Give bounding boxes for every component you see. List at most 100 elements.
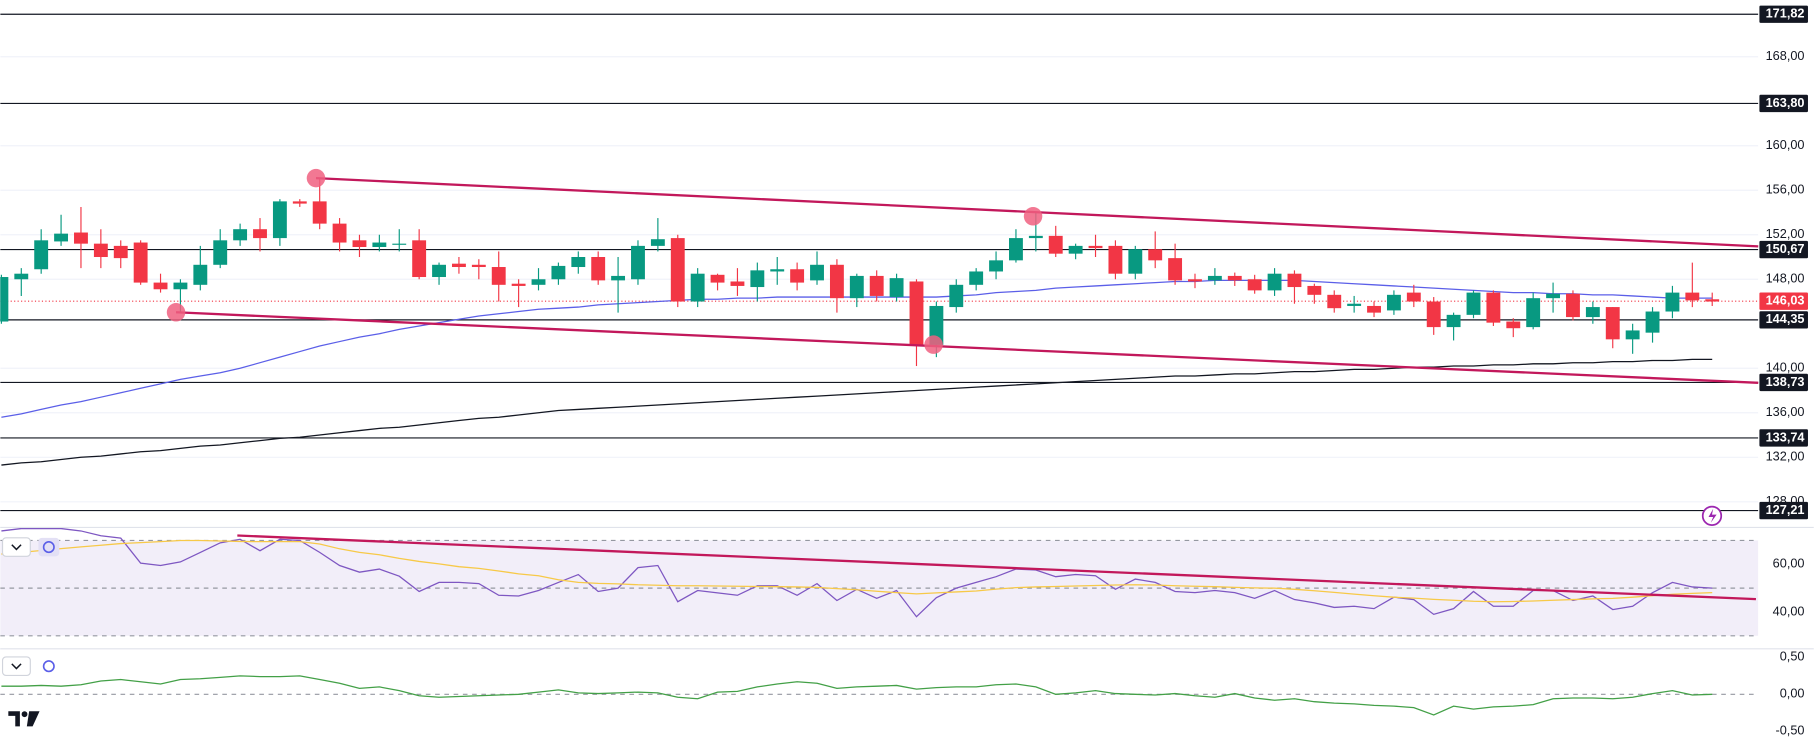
alert-icon[interactable]: [1701, 505, 1723, 526]
candle-body: [849, 275, 864, 299]
level-label-box: [1759, 94, 1808, 113]
refresh-button[interactable]: [38, 537, 60, 557]
candle-body: [1207, 275, 1222, 281]
collapse-button[interactable]: [1, 656, 31, 677]
candle-body: [1526, 298, 1541, 328]
candle-body: [1307, 285, 1322, 295]
candle-body: [1645, 311, 1660, 333]
y-tick-label: 0,50: [1780, 649, 1805, 664]
candle-body: [1068, 245, 1083, 254]
candle-body: [929, 305, 944, 345]
candle-body: [74, 232, 88, 244]
candle-body: [631, 245, 645, 280]
last-price-box: [1759, 292, 1808, 310]
candle-body: [511, 283, 526, 286]
level-label-box: [1759, 501, 1808, 520]
candle-body: [312, 201, 327, 224]
trend-line: [175, 311, 1759, 384]
candle-body: [113, 245, 128, 259]
candle-body: [1605, 307, 1620, 340]
series-line: [1, 539, 1713, 603]
anchor-point: [166, 303, 186, 322]
candle-body: [153, 282, 168, 290]
level-label: 163,80: [1766, 95, 1805, 110]
y-tick-label: 148,00: [1766, 271, 1805, 286]
candle-body: [352, 240, 367, 247]
candle-body: [1546, 293, 1561, 299]
level-label-box: [1759, 429, 1808, 447]
level-label-box: [1759, 5, 1808, 23]
candle-body: [1347, 303, 1362, 306]
y-tick-label: 156,00: [1766, 182, 1805, 197]
candle-body: [551, 265, 566, 280]
logo: [8, 711, 40, 727]
candle-body: [1466, 292, 1481, 315]
candle-body: [54, 233, 69, 242]
candle-body: [810, 264, 824, 281]
anchor-point: [1023, 207, 1043, 226]
candle-body: [253, 229, 267, 239]
candle-body: [1506, 321, 1521, 329]
candle-body: [1028, 235, 1043, 239]
y-tick-label: 168,00: [1766, 48, 1805, 63]
candle-body: [1088, 245, 1103, 249]
level-label: 144,35: [1766, 311, 1805, 326]
candle-body: [213, 240, 228, 265]
candle-body: [392, 243, 407, 245]
candle-body: [412, 240, 427, 278]
candle-body: [372, 242, 387, 247]
candle-body: [173, 282, 188, 290]
candle-body: [432, 264, 446, 278]
y-tick-label: 152,00: [1766, 226, 1805, 241]
candle-body: [1705, 299, 1720, 302]
candle-body: [1168, 258, 1183, 281]
candle-body: [949, 284, 964, 308]
candle-body: [770, 269, 785, 272]
collapse-button[interactable]: [1, 537, 31, 557]
candle-body: [1148, 249, 1163, 261]
y-tick-label: 160,00: [1766, 137, 1805, 152]
level-label: 138,73: [1766, 374, 1805, 389]
candle-body: [1625, 330, 1640, 340]
anchor-point: [924, 335, 943, 354]
annotations: [0, 168, 1814, 727]
level-label: 171,82: [1766, 6, 1805, 21]
candle-body: [889, 278, 904, 298]
candle-body: [1227, 275, 1242, 281]
candle-body: [1685, 292, 1700, 301]
plot-area: [0, 13, 1759, 716]
candle-body: [1048, 235, 1063, 254]
candle-body: [1009, 238, 1023, 261]
anchor-point: [306, 168, 326, 188]
level-label-box: [1759, 240, 1808, 259]
refresh-button[interactable]: [42, 660, 55, 673]
candle-body: [1367, 305, 1381, 313]
candle-body: [1247, 279, 1262, 291]
candle-body: [14, 273, 29, 280]
price-axis: 168,00 160,00 156,00 152,00 148,00 140,00 136,…: [1759, 5, 1808, 738]
candle-body: [1386, 294, 1401, 311]
candle-body: [1446, 314, 1461, 328]
candle-body: [1327, 294, 1342, 309]
y-tick-label: 0,00: [1780, 686, 1805, 701]
candle-body: [1665, 292, 1680, 312]
candle-body: [93, 243, 108, 258]
candle-body: [829, 264, 844, 299]
candle-body: [710, 274, 725, 283]
candle-body: [909, 281, 924, 345]
candle-body: [471, 264, 486, 268]
y-tick-label: -0,50: [1776, 723, 1805, 738]
candle-body: [869, 275, 884, 296]
candle-body: [193, 264, 208, 285]
level-label-box: [1759, 311, 1808, 329]
candle-body: [1287, 273, 1302, 288]
y-tick-label: 60,00: [1773, 556, 1805, 571]
candle-body: [790, 269, 805, 283]
candle-body: [1486, 292, 1501, 323]
series-line: [1, 675, 1713, 716]
y-tick-label: 136,00: [1766, 404, 1805, 419]
candle-body: [750, 270, 765, 288]
level-label: 150,67: [1766, 241, 1805, 256]
level-label: 127,21: [1766, 502, 1805, 517]
